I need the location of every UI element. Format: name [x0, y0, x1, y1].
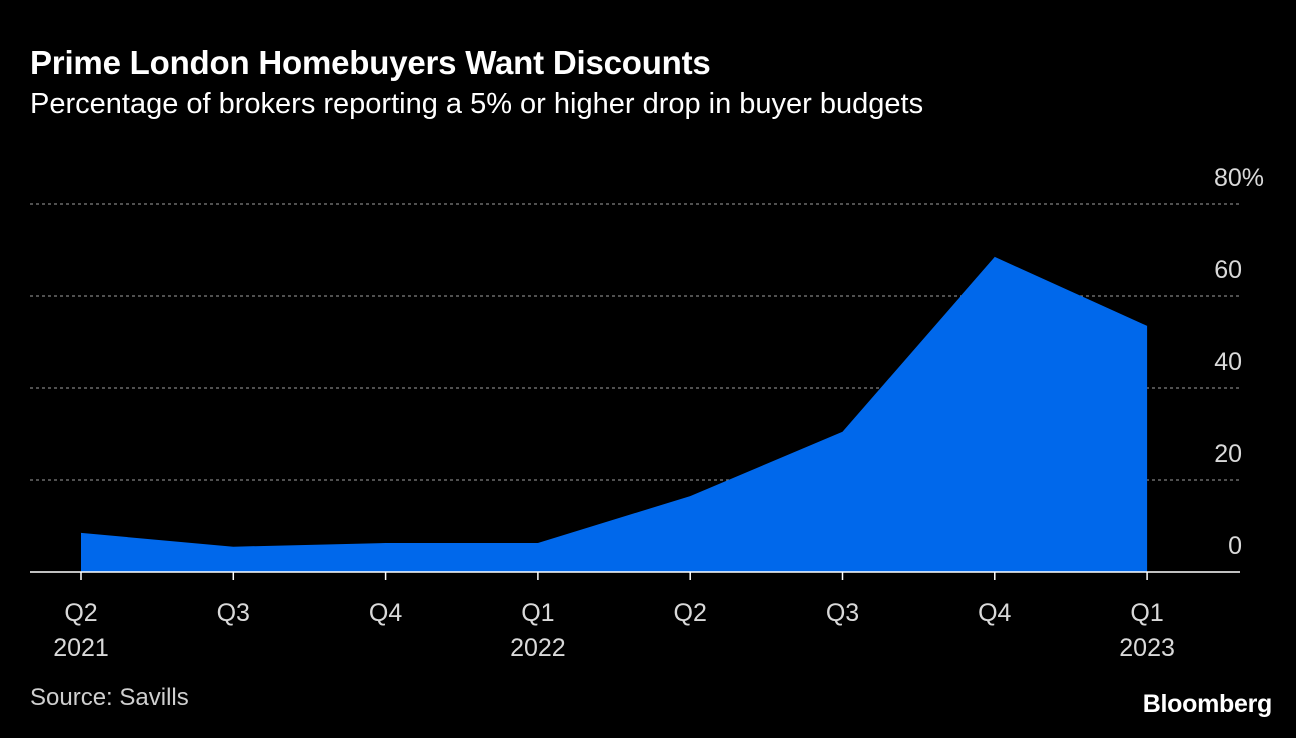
x-tick-label-year: 2022	[510, 634, 566, 662]
y-tick-label-0: 0	[1228, 532, 1242, 560]
x-tick-label-quarter: Q1	[521, 599, 554, 627]
bloomberg-logo: Bloomberg	[1142, 690, 1273, 718]
x-tick-label-year: 2021	[53, 634, 109, 662]
x-tick-label-quarter: Q2	[674, 599, 707, 627]
y-axis-labels: 0 20 40 60 80%	[1214, 164, 1264, 560]
source-note: Source: Savills	[30, 684, 189, 711]
area-fill	[81, 256, 1148, 572]
x-tick-label-quarter: Q2	[64, 599, 97, 627]
y-tick-label-80: 80%	[1214, 164, 1264, 192]
x-axis	[30, 571, 1240, 580]
y-tick-label-20: 20	[1214, 440, 1242, 468]
area-series	[80, 256, 1148, 572]
y-tick-label-60: 60	[1214, 256, 1242, 284]
x-tick-label-quarter: Q3	[217, 599, 250, 627]
x-tick-label-quarter: Q3	[826, 599, 859, 627]
x-tick-label-quarter: Q4	[369, 599, 402, 627]
chart-subtitle: Percentage of brokers reporting a 5% or …	[30, 88, 924, 120]
chart-title: Prime London Homebuyers Want Discounts	[30, 44, 711, 81]
x-tick-label-quarter: Q4	[978, 599, 1011, 627]
x-tick-label-year: 2023	[1119, 634, 1175, 662]
x-tick-label-quarter: Q1	[1130, 599, 1163, 627]
y-tick-label-40: 40	[1214, 348, 1242, 376]
x-axis-labels: Q2 2021 Q3 Q4 Q1 2022 Q2 Q3 Q4 Q1 2023	[53, 599, 1175, 662]
